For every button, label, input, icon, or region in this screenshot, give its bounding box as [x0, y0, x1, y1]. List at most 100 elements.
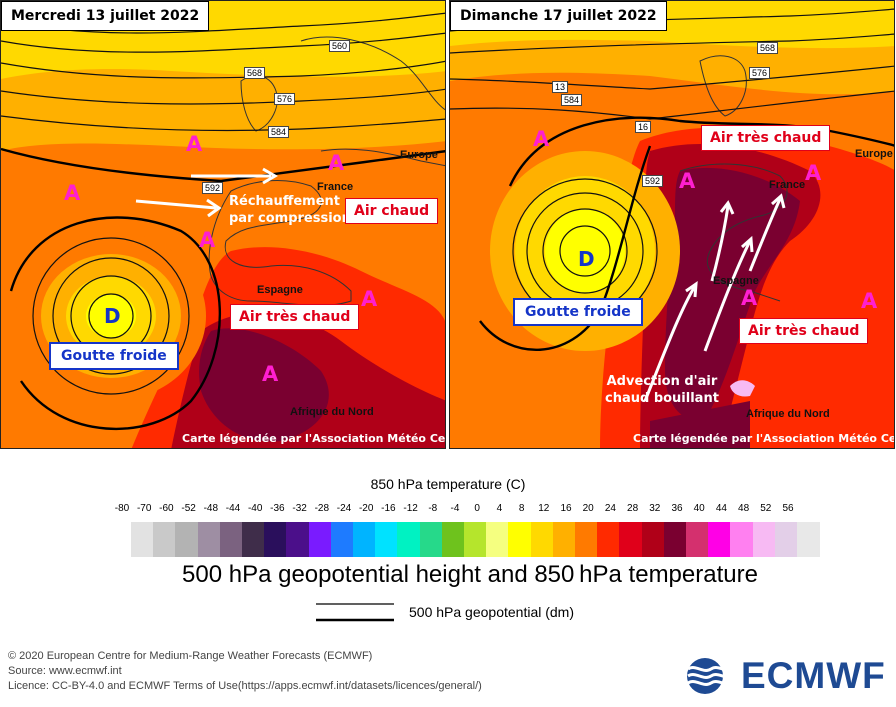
warm-air-box: Air chaud [345, 198, 439, 224]
legend-tick-label: -24 [336, 503, 352, 514]
region-label-europe: Europe [400, 149, 438, 161]
isohypse-label: 592 [642, 175, 664, 187]
legend-color-swatch [353, 522, 376, 557]
legend-tick-label: 24 [604, 503, 616, 514]
legend-color-swatch [641, 522, 665, 557]
legend-tick-label: -40 [247, 503, 263, 514]
legend-color-swatch [663, 522, 687, 557]
legend-color-swatch [575, 522, 598, 557]
legend-tick-label: 16 [560, 503, 572, 514]
region-label-afrique: Afrique du Nord [746, 408, 830, 420]
cold-drop-box: Goutte froide [513, 298, 643, 326]
legend-color-swatch [752, 522, 776, 557]
region-label-france: France [317, 181, 354, 193]
map-credit: Carte légendée par l'Association Météo C… [182, 432, 446, 445]
legend-tick-label: -32 [292, 503, 307, 514]
high-pressure-marker: A [861, 289, 878, 313]
high-pressure-marker: A [186, 132, 203, 156]
high-pressure-marker: A [741, 286, 758, 310]
legend-color-swatch [330, 522, 354, 557]
legend-tick-label: -60 [159, 503, 174, 514]
geopotential-legend-lines [316, 603, 394, 622]
legend-color-swatch [419, 522, 443, 557]
isohypse-label: 592 [202, 182, 224, 194]
map-background-left [1, 1, 445, 448]
legend-color-swatch [508, 522, 532, 557]
geopotential-legend-label: 500 hPa geopotential (dm) [409, 604, 574, 620]
isohypse-label: 576 [274, 93, 296, 105]
legend-tick-label: -52 [181, 503, 196, 514]
map-background-right [450, 1, 894, 448]
region-label-afrique: Afrique du Nord [290, 406, 374, 418]
hot-air-advection-label: Advection d'air chaud bouillant [605, 374, 719, 406]
cold-drop-box: Goutte froide [49, 342, 179, 370]
isohypse-label: 576 [749, 67, 771, 79]
footer-copyright: © 2020 European Centre for Medium-Range … [8, 650, 373, 662]
legend-tick-label: -12 [403, 503, 418, 514]
legend-color-swatch [552, 522, 576, 557]
legend-tick-label: -8 [428, 503, 438, 514]
footer-source: Source: www.ecmwf.int [8, 665, 122, 677]
compression-warming-label: Réchauffement par compression [229, 194, 351, 226]
legend-color-swatch [308, 522, 332, 557]
legend-tick-label: 20 [582, 503, 594, 514]
region-label-espagne: Espagne [713, 275, 759, 287]
map-credit: Carte légendée par l'Association Météo C… [633, 432, 895, 445]
legend-color-swatch [286, 522, 310, 557]
ecmwf-logo-icon [687, 658, 737, 694]
temperature-legend-title: 850 hPa temperature (C) [370, 476, 526, 492]
legend-tick-label: 44 [715, 503, 727, 514]
legend-color-swatch [774, 522, 798, 557]
legend-color-swatch [730, 522, 754, 557]
legend-tick-label: 8 [518, 503, 525, 514]
legend-color-swatch [219, 522, 243, 557]
legend-color-swatch [619, 522, 643, 557]
isohypse-label: 16 [635, 121, 652, 133]
legend-color-swatch [375, 522, 398, 557]
legend-color-swatch [686, 522, 709, 557]
legend-tick-label: -36 [270, 503, 285, 514]
legend-color-swatch [797, 522, 820, 557]
isohypse-label: 560 [329, 40, 351, 52]
legend-color-swatch [175, 522, 199, 557]
legend-tick-label: 48 [738, 503, 750, 514]
legend-tick-label: 40 [693, 503, 705, 514]
legend-color-swatch [530, 522, 554, 557]
high-pressure-marker: A [199, 228, 216, 252]
legend-tick-label: 12 [538, 503, 550, 514]
legend-tick-label: -28 [314, 503, 330, 514]
legend-color-swatch [242, 522, 265, 557]
high-pressure-marker: A [533, 127, 550, 151]
very-warm-air-box-bottom: Air très chaud [739, 318, 869, 344]
legend-color-swatch [441, 522, 465, 557]
high-pressure-marker: A [64, 181, 81, 205]
legend-color-swatch [597, 522, 620, 557]
high-pressure-marker: A [262, 362, 279, 386]
high-pressure-marker: A [679, 169, 696, 193]
legend-tick-label: 0 [474, 503, 480, 514]
legend-tick-label: 56 [782, 503, 794, 514]
legend-color-swatch [464, 522, 487, 557]
low-pressure-marker: D [104, 304, 121, 328]
legend-tick-label: 28 [627, 503, 639, 514]
region-label-france: France [769, 179, 806, 191]
map-panel-right: Dimanche 17 juillet 2022 568 576 584 592… [449, 0, 895, 449]
legend-tick-label: -80 [114, 503, 130, 514]
legend-tick-label: 36 [671, 503, 683, 514]
isohypse-label: 13 [552, 81, 569, 93]
legend-color-swatch [197, 522, 221, 557]
low-pressure-marker: D [578, 247, 595, 271]
region-label-europe: Europe [855, 148, 893, 160]
legend-tick-label: -44 [225, 503, 241, 514]
page-title: 500 hPa geopotential height and 850 hPa … [182, 561, 758, 588]
footer-licence: Licence: CC-BY-4.0 and ECMWF Terms of Us… [8, 680, 482, 692]
map-panel-left: Mercredi 13 juillet 2022 560 568 576 584… [0, 0, 446, 449]
isohypse-label: 568 [757, 42, 779, 54]
legend-color-swatch [397, 522, 421, 557]
legend-color-swatch [486, 522, 509, 557]
isohypse-label: 584 [561, 94, 583, 106]
legend-color-swatch [153, 522, 176, 557]
legend-tick-label: -4 [450, 503, 460, 514]
legend-tick-label: 32 [649, 503, 661, 514]
legend-tick-label: 4 [496, 503, 503, 514]
